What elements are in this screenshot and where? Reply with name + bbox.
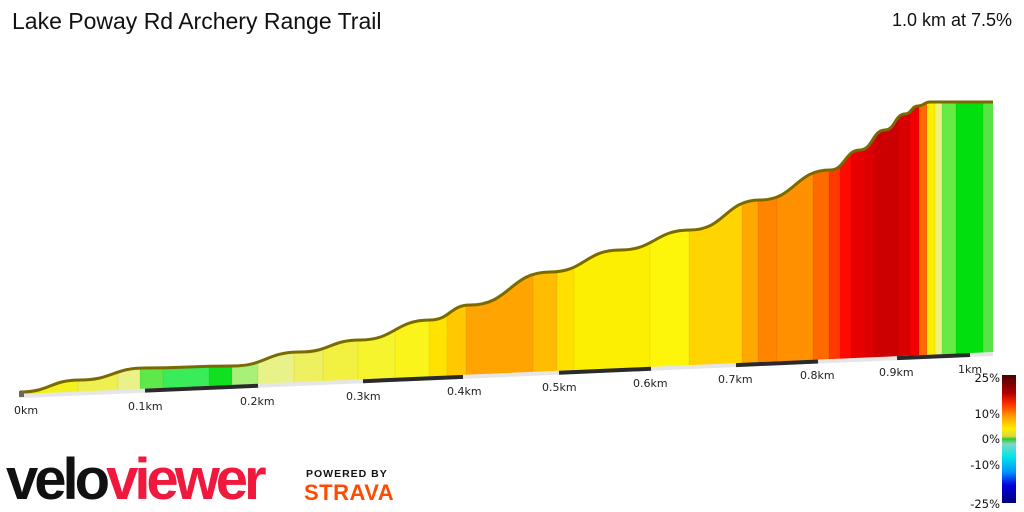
- distance-tick-label: 0.9km: [879, 366, 914, 379]
- gradient-segment: [983, 102, 993, 395]
- gradient-segment: [851, 102, 866, 395]
- gradient-segment: [258, 102, 295, 395]
- gradient-segment: [323, 102, 359, 395]
- km-marker-bar: [144, 383, 259, 393]
- distance-tick-label: 0.3km: [346, 390, 381, 403]
- km-marker-bar: [558, 366, 652, 375]
- gradient-segment: [865, 102, 876, 395]
- distance-baseline: [19, 352, 994, 398]
- distance-tick-label: 1km: [958, 363, 982, 376]
- surface-line: [19, 100, 993, 394]
- gradient-segment: [294, 102, 324, 395]
- distance-tick-label: 0.8km: [800, 369, 835, 382]
- distance-tick-label: 0.1km: [128, 400, 163, 413]
- legend-label: 0%: [981, 432, 1000, 446]
- gradient-segment: [919, 102, 928, 395]
- gradient-segment: [689, 102, 743, 395]
- powered-by-label: POWERED BY: [306, 468, 388, 480]
- distance-axis-ticks: 0km 0.1km 0.2km 0.3km 0.4km 0.5km 0.6km 0.7km 0.…: [14, 363, 982, 417]
- gradient-segment: [358, 102, 396, 395]
- gradient-segment: [742, 102, 759, 395]
- legend-label: 10%: [974, 407, 1000, 421]
- gradient-segment: [118, 102, 141, 395]
- km-marker-bar: [362, 374, 464, 384]
- gradient-segment: [813, 102, 830, 395]
- gradient-segment: [466, 102, 534, 395]
- gradient-segment: [209, 102, 233, 395]
- gradient-segment: [910, 102, 920, 395]
- gradient-segment: [163, 102, 210, 395]
- gradient-segment: [840, 102, 852, 395]
- gradient-color-scale: [1002, 375, 1016, 503]
- gradient-segment: [927, 102, 936, 395]
- gradient-segment: [650, 102, 690, 395]
- gradient-segment: [140, 102, 164, 395]
- distance-tick-label: 0.4km: [447, 385, 482, 398]
- gradient-segment: [942, 102, 957, 395]
- legend-label: 25%: [974, 371, 1000, 385]
- gradient-segment: [78, 102, 119, 395]
- legend-label: -25%: [970, 497, 1000, 511]
- gradient-segment: [447, 102, 467, 395]
- distance-tick-label: 0.7km: [718, 373, 753, 386]
- gradient-segment: [533, 102, 558, 395]
- gradient-segment: [956, 102, 984, 395]
- distance-tick-label: 0.5km: [542, 381, 577, 394]
- distance-tick-label: 0km: [14, 404, 38, 417]
- legend-label: -10%: [970, 458, 1000, 472]
- gradient-segment: [20, 102, 41, 395]
- veloviewer-logo: veloviewer: [6, 447, 267, 512]
- gradient-segment: [557, 102, 575, 395]
- distance-tick-label: 0.2km: [240, 395, 275, 408]
- route-title: Lake Poway Rd Archery Range Trail: [12, 8, 382, 34]
- gradient-segment: [898, 102, 911, 395]
- gradient-segment: [40, 102, 79, 395]
- gradient-legend: 25% 10% 0% -10% -25%: [970, 371, 1016, 511]
- gradient-segment: [875, 102, 899, 395]
- strava-logo: STRAVA: [304, 480, 395, 505]
- km-marker-bar: [735, 359, 819, 368]
- km-marker-bar: [896, 352, 971, 361]
- elevation-profile-chart: 0km 0.1km 0.2km 0.3km 0.4km 0.5km 0.6km 0.7km 0.…: [14, 100, 994, 417]
- gradient-segment: [935, 102, 943, 395]
- gradient-segment: [829, 102, 841, 395]
- route-summary: 1.0 km at 7.5%: [891, 10, 1012, 30]
- gradient-segment: [429, 102, 448, 395]
- distance-tick-label: 0.6km: [633, 377, 668, 390]
- gradient-segment: [395, 102, 430, 395]
